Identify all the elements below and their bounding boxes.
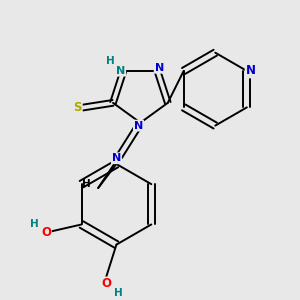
- Text: N: N: [116, 66, 125, 76]
- Text: N: N: [134, 121, 143, 130]
- Text: H: H: [30, 218, 39, 229]
- Text: H: H: [114, 288, 123, 298]
- Text: H: H: [82, 179, 91, 189]
- Text: N: N: [154, 63, 164, 73]
- Text: O: O: [102, 278, 112, 290]
- Text: O: O: [41, 226, 51, 238]
- Text: S: S: [73, 101, 82, 114]
- Text: N: N: [112, 153, 121, 163]
- Text: N: N: [246, 64, 256, 77]
- Text: H: H: [106, 56, 114, 66]
